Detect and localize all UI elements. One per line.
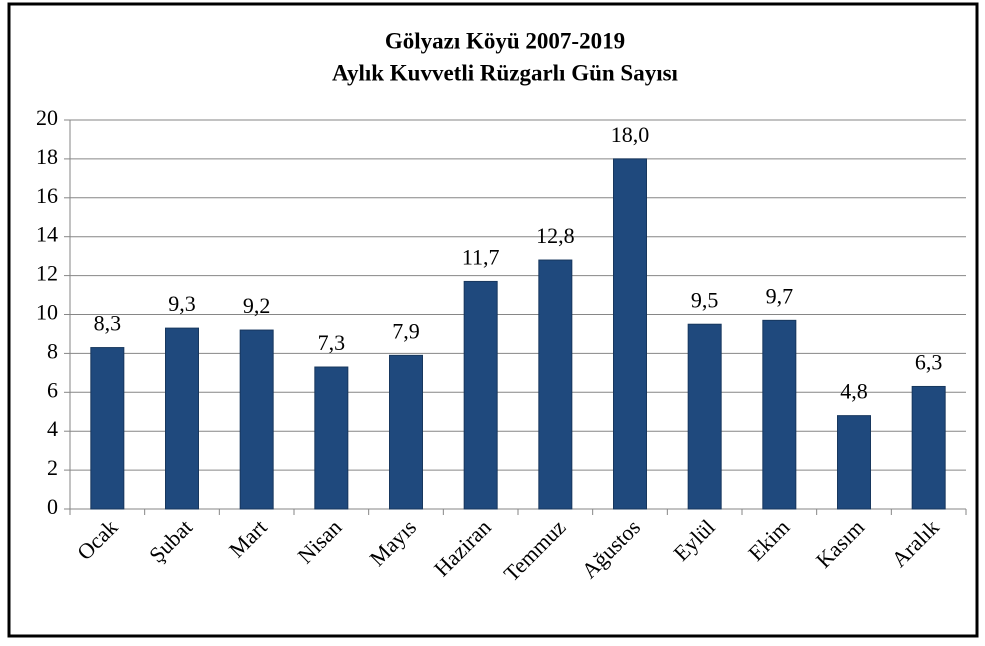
bar [314, 366, 349, 510]
data-label: 7,3 [318, 330, 346, 355]
data-label: 9,5 [691, 287, 719, 312]
bar [687, 323, 722, 510]
bar [239, 329, 274, 510]
y-tick-label: 8 [47, 338, 58, 363]
y-tick-label: 6 [47, 377, 58, 402]
data-label: 7,9 [392, 318, 420, 343]
bar [538, 259, 573, 510]
bar [613, 158, 647, 510]
data-label: 4,8 [840, 379, 868, 404]
chart-title: Aylık Kuvvetli Rüzgarlı Gün Sayısı [332, 60, 679, 85]
bar [389, 354, 423, 510]
y-tick-label: 18 [36, 144, 58, 169]
data-label: 8,3 [94, 311, 122, 336]
y-tick-label: 2 [47, 455, 58, 480]
y-tick-label: 10 [36, 300, 58, 325]
data-label: 18,0 [611, 122, 650, 147]
y-tick-label: 14 [36, 222, 58, 247]
bar [837, 415, 871, 510]
bar [90, 347, 125, 510]
data-label: 11,7 [462, 244, 500, 269]
data-label: 9,3 [168, 291, 196, 316]
bar [165, 327, 199, 510]
y-tick-label: 4 [47, 416, 58, 441]
bar [762, 319, 797, 510]
data-label: 12,8 [536, 223, 575, 248]
y-tick-label: 16 [36, 183, 58, 208]
chart-title: Gölyazı Köyü 2007-2019 [385, 28, 625, 53]
bar [463, 280, 498, 510]
data-label: 6,3 [915, 350, 943, 375]
bar [911, 385, 946, 510]
y-tick-label: 20 [36, 105, 58, 130]
y-tick-label: 12 [36, 261, 58, 286]
data-label: 9,7 [766, 283, 794, 308]
data-label: 9,2 [243, 293, 271, 318]
y-tick-label: 0 [47, 494, 58, 519]
